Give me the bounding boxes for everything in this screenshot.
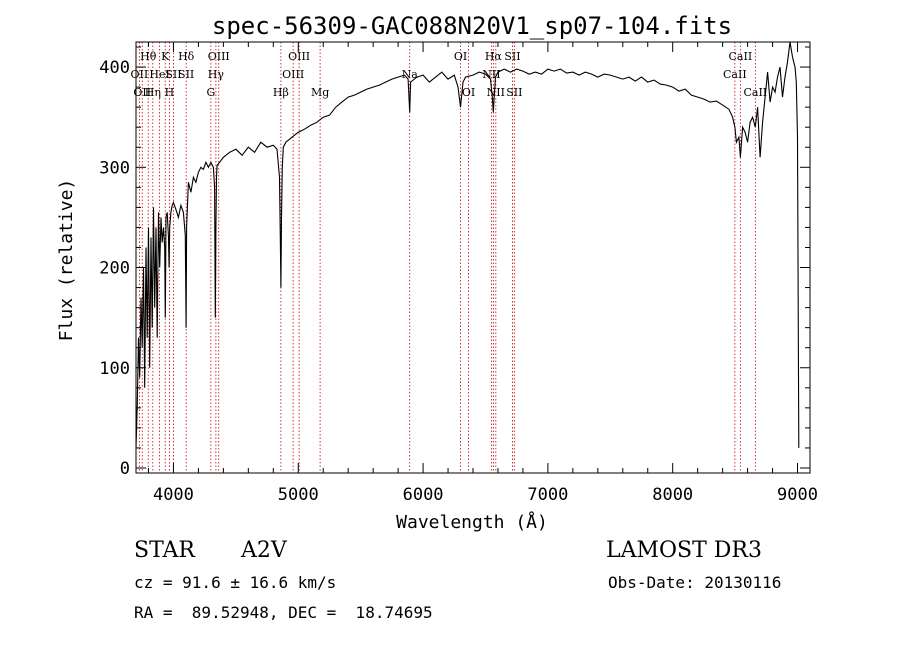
axis-ticks: 4000 5000 6000 7000 8000 9000 0 100 200 300 400 <box>99 42 818 505</box>
line-marker-label-6: H <box>165 86 175 99</box>
x-tick-label-5: 9000 <box>777 485 818 505</box>
line-marker-label-27: CaII <box>743 86 767 99</box>
line-marker-label-16: Mg <box>311 86 329 99</box>
line-marker-label-4: HeI <box>149 68 169 81</box>
y-tick-label-2: 200 <box>99 259 130 279</box>
line-marker-label-25: CaII <box>723 68 747 81</box>
line-marker-label-26: CaII <box>729 50 753 63</box>
observation-date: Obs-Date: 20130116 <box>608 573 782 592</box>
line-marker-label-15: OIII <box>288 50 310 63</box>
chart-title: spec-56309-GAC088N20V1_sp07-104.fits <box>212 12 732 40</box>
line-marker-label-7: SII <box>165 68 181 81</box>
line-marker-label-8: Hδ <box>178 50 195 63</box>
object-subclass: A2V <box>241 538 287 563</box>
line-marker-label-18: OI <box>454 50 467 63</box>
line-marker-label-5: K <box>161 50 170 63</box>
line-marker-label-22: NII <box>487 86 505 99</box>
line-marker-label-0: OII <box>131 68 149 81</box>
line-marker-label-13: Hβ <box>273 86 289 99</box>
line-marker-labels: OIIOIIHθHηHeIKHSIIHδSIIGHγOIIIHβOIIIOIII… <box>131 50 768 99</box>
line-marker-label-17: Na <box>402 68 419 81</box>
line-marker-label-2: Hθ <box>140 50 157 63</box>
survey-release: LAMOST DR3 <box>606 538 762 563</box>
y-tick-label-3: 300 <box>99 158 130 178</box>
line-marker-label-10: G <box>206 86 215 99</box>
x-axis-label: Wavelength (Å) <box>396 511 548 533</box>
x-tick-label-4: 8000 <box>652 485 693 505</box>
line-marker-label-24: SII <box>506 86 522 99</box>
line-marker-label-1: OII <box>133 86 151 99</box>
y-axis-label: Flux (relative) <box>56 179 77 342</box>
line-marker-label-9: SII <box>178 68 194 81</box>
x-tick-label-2: 6000 <box>403 485 444 505</box>
redshift-velocity: cz = 91.6 ± 16.6 km/s <box>134 573 337 592</box>
coordinates: RA = 89.52948, DEC = 18.74695 <box>134 603 433 622</box>
x-tick-label-0: 4000 <box>153 485 194 505</box>
line-marker-label-19: OI <box>462 86 475 99</box>
line-marker-label-12: OIII <box>208 50 230 63</box>
x-tick-label-1: 5000 <box>278 485 319 505</box>
x-tick-label-3: 7000 <box>527 485 568 505</box>
y-tick-label-1: 100 <box>99 359 130 379</box>
line-marker-label-21: Hα <box>485 50 503 63</box>
line-markers <box>138 42 756 473</box>
line-marker-label-23: SII <box>504 50 520 63</box>
spectrum-series-line <box>135 41 800 448</box>
y-tick-label-4: 400 <box>99 58 130 78</box>
line-marker-label-20: NII <box>482 68 500 81</box>
object-class: STAR <box>134 538 195 563</box>
line-marker-label-11: Hγ <box>208 68 225 81</box>
plot-frame <box>135 41 811 474</box>
y-tick-label-0: 0 <box>120 459 130 479</box>
line-marker-label-3: Hη <box>145 86 161 99</box>
line-marker-label-14: OIII <box>282 68 304 81</box>
